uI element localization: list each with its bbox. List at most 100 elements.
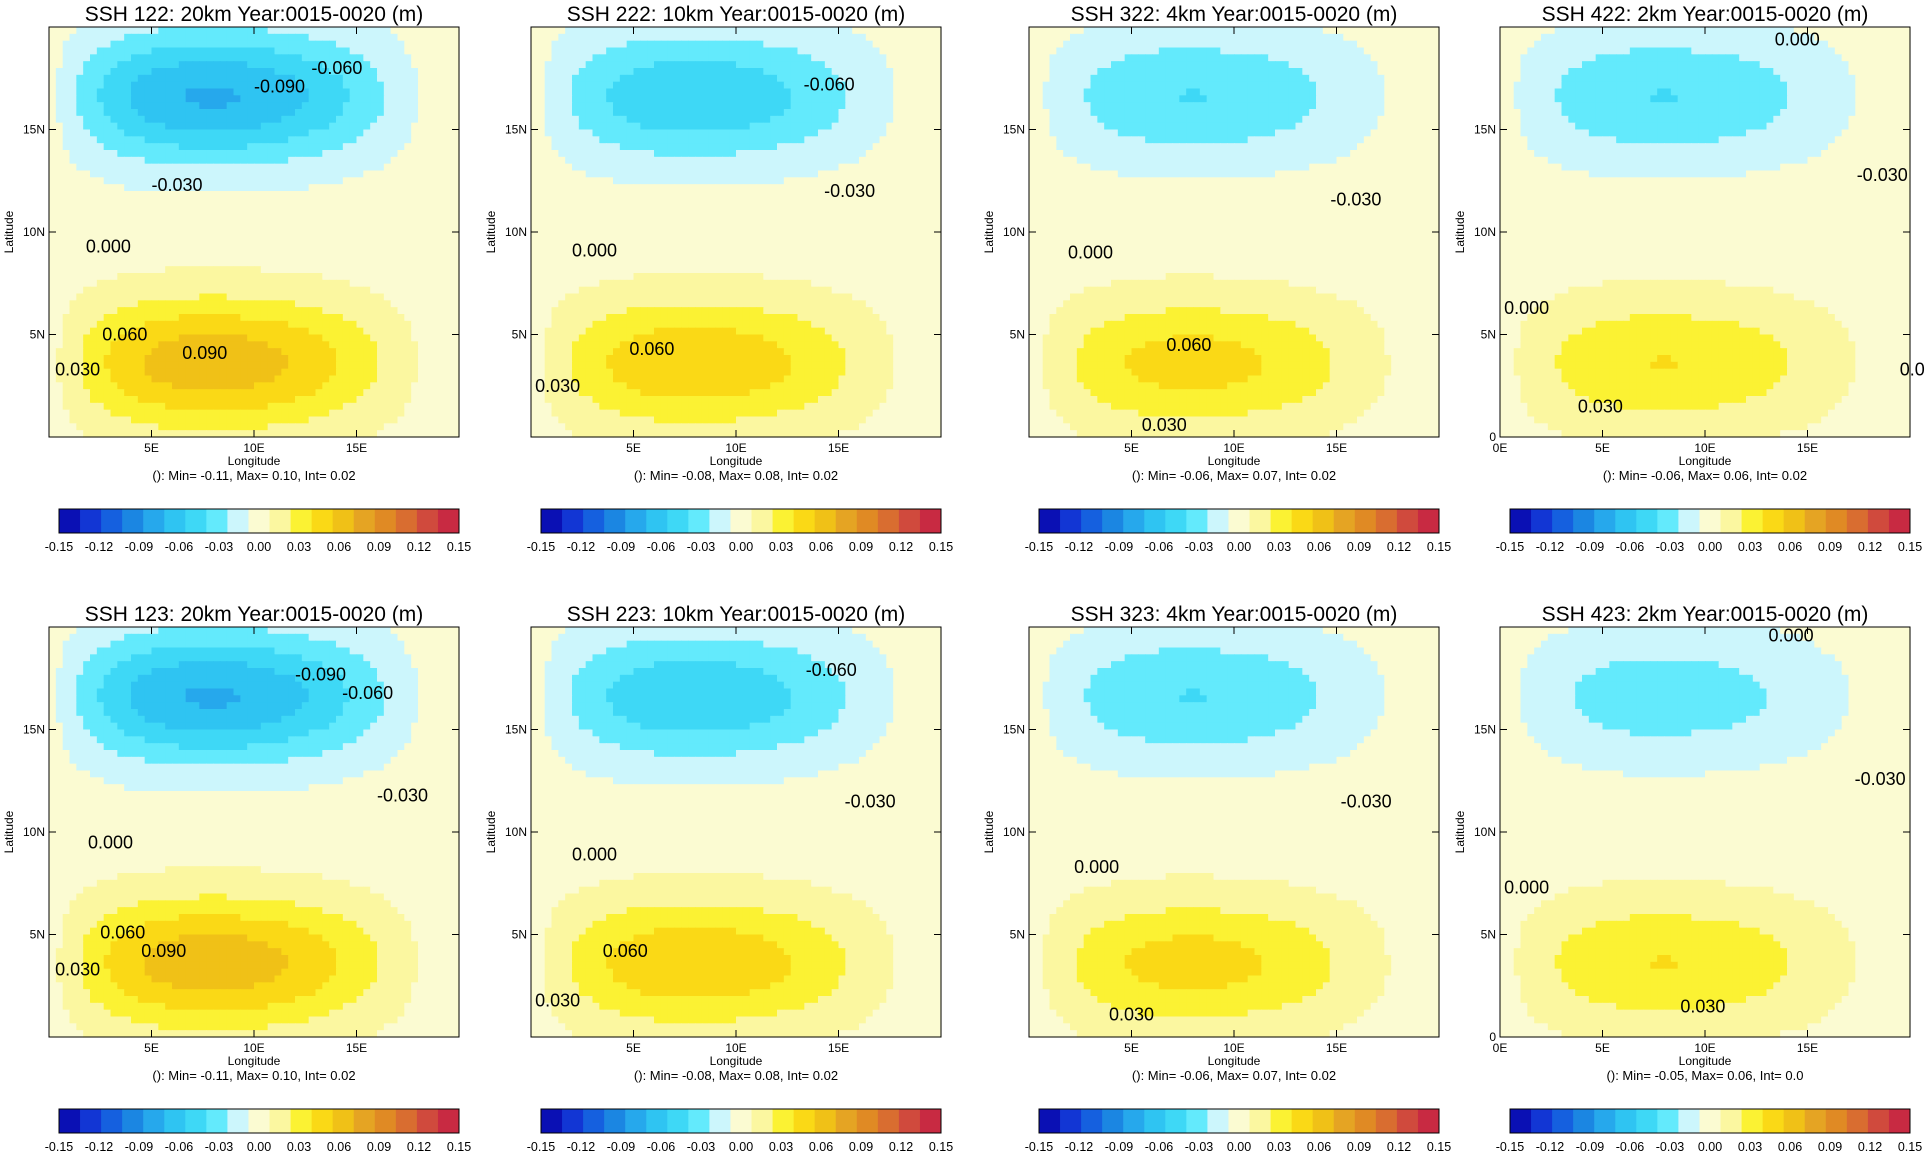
colorbar-swatch <box>59 509 81 533</box>
colorbar-swatch <box>311 509 334 533</box>
colorbar-swatch <box>814 509 837 533</box>
colorbar-tick-label: 0.12 <box>1387 1140 1411 1154</box>
colorbar-swatch <box>1888 509 1911 533</box>
colorbar-swatch <box>751 1109 774 1133</box>
x-tick-label: 5E <box>1124 1041 1139 1055</box>
colorbar-tick-label: 0.09 <box>1347 540 1371 554</box>
colorbar-swatch <box>1417 509 1440 533</box>
colorbar-tick-label: 0.06 <box>327 1140 351 1154</box>
colorbar-swatch <box>1510 1109 1532 1133</box>
x-axis-label: Longitude <box>1208 1054 1261 1068</box>
contour-label: 0.090 <box>182 343 227 363</box>
colorbar-tick-label: -0.06 <box>1616 540 1645 554</box>
colorbar-tick-label: -0.09 <box>1576 1140 1605 1154</box>
contour-label: -0.090 <box>295 664 346 684</box>
colorbar-tick-label: 0.00 <box>729 540 753 554</box>
contour-label: 0.000 <box>86 237 131 257</box>
y-tick-label: 10N <box>1474 225 1496 239</box>
colorbar-tick-label: -0.06 <box>165 1140 194 1154</box>
colorbar-swatch <box>374 1109 397 1133</box>
colorbar: -0.15 -0.12 -0.09 -0.06 -0.03 0.00 0.03 0.06 0.0… <box>1025 508 1451 554</box>
colorbar-swatch <box>1270 509 1293 533</box>
colorbar-swatch <box>730 509 753 533</box>
y-tick-label: 10N <box>505 825 527 839</box>
colorbar-frame <box>58 508 460 534</box>
colorbar-swatch <box>1741 509 1764 533</box>
colorbar-tick-label: -0.03 <box>1185 540 1214 554</box>
colorbar-tick-label: 0.03 <box>769 1140 793 1154</box>
ssh-field <box>531 627 942 1038</box>
x-tick-label: 10E <box>725 1041 746 1055</box>
colorbar-swatch <box>1102 1109 1124 1133</box>
colorbar-tick-label: -0.15 <box>1025 1140 1054 1154</box>
contour-label: -0.030 <box>152 175 203 195</box>
colorbar-swatch <box>206 1109 228 1133</box>
colorbar-swatch <box>583 1109 605 1133</box>
colorbar-swatch <box>709 509 731 533</box>
colorbar-swatch <box>1375 1109 1398 1133</box>
stats-line: (): Min= -0.06, Max= 0.06, Int= 0.02 <box>1603 468 1807 483</box>
colorbar-tick-label: -0.09 <box>125 1140 154 1154</box>
x-tick-label: 10E <box>1223 1041 1244 1055</box>
colorbar-swatch <box>646 509 668 533</box>
colorbar-tick-label: -0.12 <box>567 540 596 554</box>
colorbar-swatch <box>290 509 313 533</box>
ssh-field <box>1029 27 1440 438</box>
colorbar-tick-label: -0.03 <box>687 540 716 554</box>
colorbar-tick-label: -0.06 <box>1145 1140 1174 1154</box>
colorbar-swatch <box>919 1109 942 1133</box>
colorbar-swatch <box>1060 509 1082 533</box>
colorbar-swatch <box>1375 509 1398 533</box>
colorbar-swatch <box>1762 509 1785 533</box>
colorbar-swatch <box>1615 509 1637 533</box>
colorbar-swatch <box>1888 1109 1911 1133</box>
colorbar-swatch <box>122 509 144 533</box>
contour-label: 0.000 <box>1068 243 1113 263</box>
colorbar: -0.15 -0.12 -0.09 -0.06 -0.03 0.00 0.03 0.06 0.0… <box>45 508 471 554</box>
y-tick-label: 15N <box>23 723 45 737</box>
x-tick-label: 0E <box>1493 1041 1508 1055</box>
colorbar-tick-label: 0.12 <box>1858 540 1882 554</box>
y-tick-label: 15N <box>1003 723 1025 737</box>
colorbar-tick-label: -0.03 <box>205 540 234 554</box>
colorbar-swatch <box>1762 1109 1785 1133</box>
y-tick-label: 0 <box>1489 1030 1496 1044</box>
colorbar-swatch <box>856 1109 879 1133</box>
contour-label: 0.000 <box>1769 625 1814 645</box>
colorbar-swatch <box>1531 509 1553 533</box>
stats-line: (): Min= -0.06, Max= 0.07, Int= 0.02 <box>1132 1068 1336 1083</box>
panel-4: SSH 422: 2km Year:0015-0020 (m) 0E 5E 10E 15… <box>1453 3 1925 554</box>
colorbar-swatch <box>1291 1109 1314 1133</box>
stats-line: (): Min= -0.11, Max= 0.10, Int= 0.02 <box>152 468 355 483</box>
colorbar-tick-label: -0.09 <box>607 1140 636 1154</box>
colorbar-tick-label: 0.15 <box>929 540 953 554</box>
colorbar-swatch <box>709 1109 731 1133</box>
colorbar-swatch <box>1804 509 1827 533</box>
colorbar-swatch <box>374 509 397 533</box>
colorbar-swatch <box>856 509 879 533</box>
colorbar-swatch <box>395 509 418 533</box>
colorbar-swatch <box>1270 1109 1293 1133</box>
contour-label: 0.060 <box>102 325 147 345</box>
y-tick-label: 15N <box>1003 123 1025 137</box>
colorbar-tick-label: -0.09 <box>1105 1140 1134 1154</box>
colorbar-swatch <box>1699 1109 1722 1133</box>
x-tick-label: 10E <box>243 1041 264 1055</box>
x-axis-label: Longitude <box>228 1054 281 1068</box>
x-tick-label: 5E <box>626 1041 641 1055</box>
x-tick-label: 0E <box>1493 441 1508 455</box>
colorbar-swatch <box>1060 1109 1082 1133</box>
colorbar-swatch <box>59 1109 81 1133</box>
colorbar-tick-label: -0.15 <box>527 1140 556 1154</box>
colorbar-swatch <box>1573 509 1595 533</box>
colorbar-tick-label: 0.03 <box>1738 540 1762 554</box>
colorbar-tick-label: 0.15 <box>1427 540 1451 554</box>
colorbar-swatch <box>1249 1109 1272 1133</box>
y-tick-label: 15N <box>505 123 527 137</box>
colorbar-swatch <box>919 509 942 533</box>
contour-label: 0.000 <box>1775 29 1820 49</box>
colorbar-tick-label: 0.06 <box>1778 1140 1802 1154</box>
y-tick-label: 10N <box>23 825 45 839</box>
colorbar-swatch <box>143 1109 165 1133</box>
colorbar-swatch <box>1804 1109 1827 1133</box>
